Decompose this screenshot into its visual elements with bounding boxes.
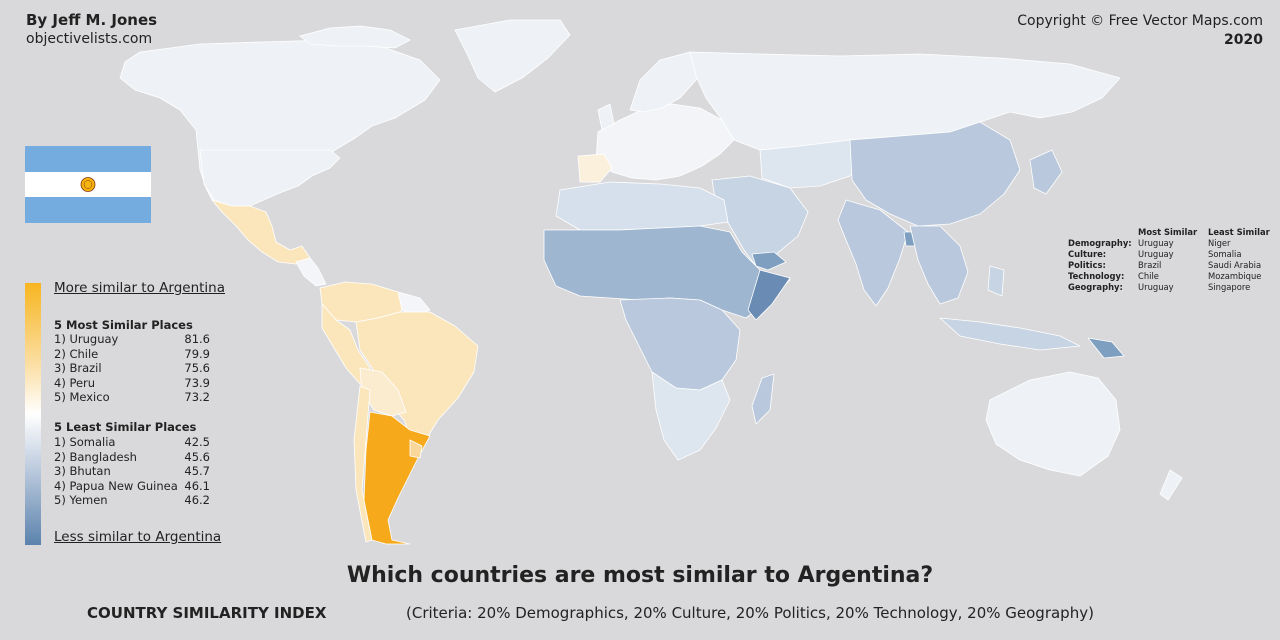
southeast-asia: [909, 225, 969, 305]
list-item: 1) Somalia 42.5: [54, 435, 210, 449]
somalia: [747, 269, 791, 321]
list-item: 3) Bhutan 45.7: [54, 464, 210, 479]
argentina-flag: [25, 146, 151, 223]
china: [849, 121, 1021, 227]
most-similar-list: 1) Uruguay 81.6 2) Chile 79.9 3) Brazil 75.…: [54, 332, 210, 405]
indonesia: [939, 317, 1081, 351]
central-asia: [759, 139, 871, 189]
papua-new-guinea: [1087, 337, 1125, 359]
least-similar-list: 1) Somalia 42.5 2) Bangladesh 45.6 3) Bhut…: [54, 435, 210, 508]
table-row: Politics: Brazil Saudi Arabia: [1068, 260, 1262, 270]
australia: [985, 371, 1121, 477]
table-row: Technology: Chile Mozambique: [1068, 271, 1262, 281]
list-item: 5) Yemen 46.2: [54, 493, 210, 508]
most-similar-title: 5 Most Similar Places: [54, 318, 193, 332]
north-africa: [555, 181, 729, 231]
copyright-text: Copyright © Free Vector Maps.com: [1017, 13, 1263, 29]
similarity-color-scale: [25, 283, 41, 545]
least-similar-title: 5 Least Similar Places: [54, 420, 197, 434]
list-item: 2) Bangladesh 45.6: [54, 449, 210, 464]
index-subtitle: COUNTRY SIMILARITY INDEX: [87, 604, 327, 622]
korea-japan: [1029, 149, 1063, 195]
canada-islands: [299, 25, 411, 49]
author-name: By Jeff M. Jones: [26, 11, 158, 29]
list-item: 5) Mexico 73.2: [54, 390, 210, 405]
more-similar-label: More similar to Argentina: [54, 280, 226, 296]
table-row: Culture: Uruguay Somalia: [1068, 249, 1242, 259]
yemen: [751, 251, 787, 271]
madagascar: [751, 373, 775, 425]
southern-africa: [651, 371, 731, 461]
mexico: [211, 199, 311, 265]
uk: [597, 103, 615, 131]
list-item: 4) Peru 73.9: [54, 375, 210, 390]
india: [837, 199, 909, 307]
new-zealand: [1159, 469, 1183, 501]
table-row: Geography: Uruguay Singapore: [1068, 282, 1251, 292]
central-africa: [619, 297, 741, 391]
central-america: [295, 257, 327, 287]
table-row: Demography: Uruguay Niger: [1068, 238, 1231, 248]
criteria-text: (Criteria: 20% Demographics, 20% Culture…: [406, 604, 1094, 622]
table-header: Most Similar Least Similar: [1138, 227, 1270, 237]
year-label: 2020: [1224, 32, 1263, 48]
less-similar-label: Less similar to Argentina: [54, 529, 222, 545]
iberia: [577, 153, 613, 183]
usa: [199, 149, 341, 207]
list-item: 2) Chile 79.9: [54, 346, 210, 361]
russia: [689, 51, 1121, 151]
list-item: 4) Papua New Guinea 46.1: [54, 478, 210, 493]
map-headline: Which countries are most similar to Arge…: [346, 563, 934, 588]
list-item: 3) Brazil 75.6: [54, 361, 210, 376]
uruguay: [409, 439, 423, 459]
site-url[interactable]: objectivelists.com: [26, 31, 153, 47]
criteria-comparison-table: Most Similar Least Similar Demography: Ur…: [1068, 227, 1278, 293]
list-item: 1) Uruguay 81.6: [54, 332, 210, 346]
europe: [595, 103, 735, 181]
greenland: [454, 19, 571, 93]
philippines: [987, 265, 1005, 297]
